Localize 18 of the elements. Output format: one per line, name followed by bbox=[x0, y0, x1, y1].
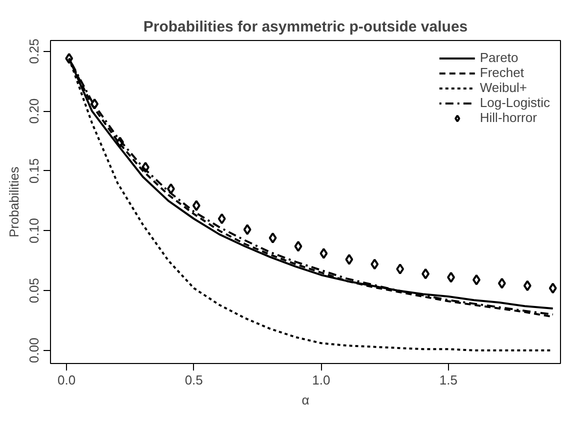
x-tick-label: 0.5 bbox=[184, 372, 203, 388]
y-tick-label: 0.20 bbox=[26, 98, 42, 124]
x-axis-title: α bbox=[302, 392, 310, 408]
legend-label: Pareto bbox=[480, 50, 518, 65]
x-tick-label: 1.5 bbox=[439, 372, 458, 388]
x-tick-label: 0.0 bbox=[58, 372, 76, 388]
y-tick-label: 0.25 bbox=[26, 38, 42, 64]
legend-label: Hill-horror bbox=[480, 110, 537, 125]
y-tick-label: 0.15 bbox=[26, 158, 42, 184]
y-axis-title: Probabilities bbox=[6, 166, 22, 238]
y-tick-label: 0.05 bbox=[26, 278, 42, 304]
chart-title: Probabilities for asymmetric p-outside values bbox=[143, 18, 468, 36]
y-tick-label: 0.10 bbox=[26, 218, 42, 244]
x-tick-label: 1.0 bbox=[312, 372, 330, 388]
legend-label: Log-Logistic bbox=[480, 95, 550, 110]
legend-label: Weibul+ bbox=[480, 80, 527, 95]
legend-label: Frechet bbox=[480, 65, 524, 80]
y-tick-label: 0.00 bbox=[26, 338, 42, 363]
